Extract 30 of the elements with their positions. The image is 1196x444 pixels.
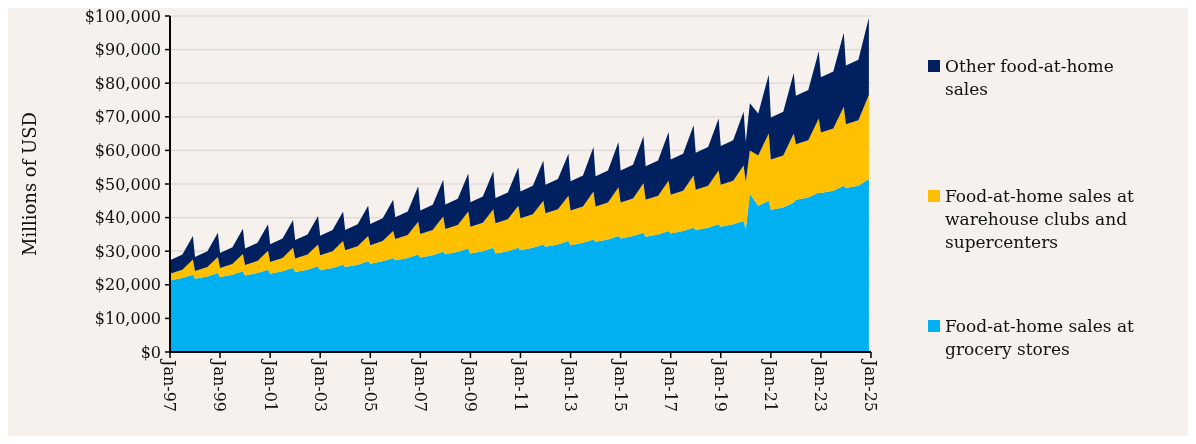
y-tick-label: $40,000: [94, 208, 161, 228]
x-tick-label: Jan-11: [510, 358, 530, 413]
y-tick-label: $80,000: [94, 73, 161, 93]
x-tick-label: Jan-09: [460, 358, 480, 413]
x-tick-label: Jan-25: [861, 358, 881, 413]
x-tick-label: Jan-17: [661, 358, 681, 413]
y-tick-label: $20,000: [94, 275, 161, 295]
x-tick-label: Jan-15: [611, 358, 631, 413]
x-tick-label: Jan-03: [310, 358, 330, 413]
x-tick-label: Jan-99: [210, 358, 230, 413]
y-tick-label: $10,000: [94, 309, 161, 328]
legend-label: Other food-at-home sales: [945, 55, 1114, 99]
y-tick-label: $90,000: [94, 40, 161, 60]
y-axis-title: Millions of USD: [19, 112, 40, 256]
legend-label: Food-at-home sales at warehouse clubs and supercenters: [945, 185, 1135, 252]
x-tick-label: Jan-23: [811, 358, 831, 413]
y-tick-label: $100,000: [84, 6, 161, 26]
x-tick-label: Jan-05: [360, 358, 380, 413]
y-tick-label: $0: [140, 342, 161, 362]
legend-label: Food-at-home sales at grocery stores: [945, 315, 1135, 359]
y-tick-label: $60,000: [94, 141, 161, 160]
y-tick-label: $30,000: [94, 241, 161, 261]
x-tick-label: Jan-13: [560, 358, 580, 413]
x-tick-label: Jan-21: [761, 358, 781, 413]
x-tick-label: Jan-19: [711, 358, 731, 413]
x-tick-label: Jan-01: [260, 358, 280, 413]
x-tick-label: Jan-07: [410, 358, 430, 413]
y-tick-label: $70,000: [94, 107, 161, 127]
x-tick-label: Jan-97: [160, 358, 180, 413]
y-tick-label: $50,000: [94, 174, 161, 194]
